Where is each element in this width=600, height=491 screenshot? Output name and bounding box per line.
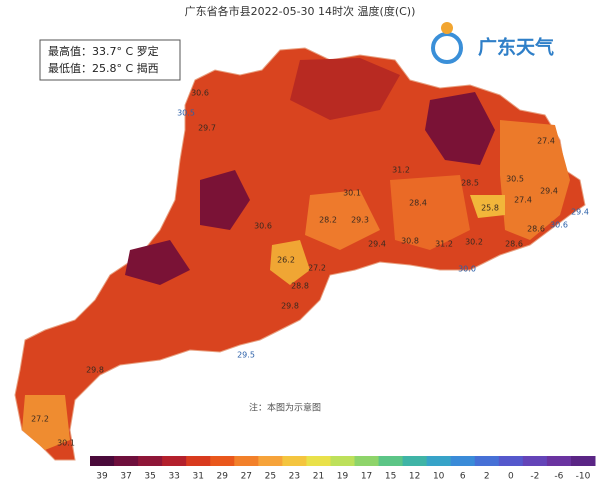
temperature-label: 30.6 [191,89,209,98]
temperature-label: 27.2 [31,415,49,424]
logo-icon [431,32,463,64]
temperature-label: 26.2 [277,256,295,265]
temperature-label: 30.8 [401,237,419,246]
stats-box [39,39,181,81]
temperature-label: 28.4 [409,199,427,208]
max-stat: 最高值：33.7° C 罗定 [48,44,159,58]
legend-label: 23 [289,472,300,482]
temperature-label: 30.0 [458,265,476,274]
temperature-label: 28.6 [505,240,523,249]
color-legend: 39 37 35 33 31 29 27 25 23 21 19 17 15 12 10 6 2 0 -2 -6 -10 [90,456,596,482]
map-labels: 30.630.529.727.430.131.228.5 30.529.425.8… [31,89,589,448]
temperature-label: 29.5 [237,351,255,360]
legend-label: 21 [313,472,324,482]
temperature-label: 27.4 [537,137,555,146]
region [305,190,380,250]
temperature-label: 27.4 [514,196,532,205]
legend-cell [162,456,187,466]
map [14,47,586,461]
legend-label: 33 [168,472,179,482]
temperature-label: 29.4 [368,240,386,249]
legend-cell [354,456,380,466]
legend-cell [258,456,283,466]
temperature-label: 30.2 [465,238,483,247]
legend-label: 27 [241,472,252,482]
legend-cell [450,456,476,466]
legend-cell [90,456,115,466]
legend-cell [546,456,572,466]
temperature-label: 25.8 [481,204,499,213]
title: 广东省各市县2022-05-30 14时次 温度(度(C)) [185,4,416,18]
legend-cell [306,456,331,466]
region [500,120,570,240]
temperature-label: 28.2 [319,216,337,225]
legend-cell [330,456,356,466]
region [470,195,505,218]
temperature-label: 28.5 [461,179,479,188]
legend-cell [570,456,596,466]
temperature-label: 29.8 [281,302,299,311]
temperature-label: 31.2 [392,166,410,175]
legend-label: 12 [409,472,420,482]
temperature-label: 30.1 [343,189,361,198]
temperature-label: 28.6 [527,225,545,234]
legend-label: 10 [433,472,445,482]
logo-sun [441,22,453,34]
legend-cell [498,456,524,466]
legend-label: 29 [217,472,229,482]
region [290,58,400,120]
legend-label: -10 [576,472,591,482]
legend-label: 39 [96,472,108,482]
region [200,170,250,230]
temperature-label: 29.3 [351,216,369,225]
legend-cell [402,456,428,466]
temperature-label: 29.4 [571,208,589,217]
legend-label: 17 [361,472,372,482]
region [425,92,495,165]
legend-cell [210,456,235,466]
legend-cell [282,456,307,466]
legend-label: 6 [460,472,466,482]
region [390,175,470,250]
legend-label: 37 [120,472,131,482]
legend-label: 35 [144,472,155,482]
legend-label: 2 [484,472,490,482]
legend-label: 0 [508,472,514,482]
legend-cell [186,456,211,466]
legend-cell [474,456,500,466]
logo: 广东天气 [431,22,554,64]
temperature-label: 27.2 [308,264,326,273]
region [125,240,190,285]
temperature-label: 30.5 [506,175,524,184]
region [270,240,310,285]
temperature-label: 29.7 [198,124,216,133]
note: 注：本图为示意图 [249,402,321,414]
temperature-label: 31.2 [435,240,453,249]
temperature-label: 30.6 [550,221,568,230]
legend-cell [378,456,404,466]
temperature-label: 30.6 [254,222,272,231]
legend-cell [426,456,452,466]
temperature-label: 29.8 [86,366,104,375]
legend-label: -6 [554,472,563,482]
logo-text: 广东天气 [478,36,554,59]
region [22,395,70,450]
legend-cell [522,456,548,466]
legend-cell [138,456,163,466]
legend-label: 31 [192,472,203,482]
temperature-label: 29.4 [540,187,558,196]
legend-cell [114,456,139,466]
legend-label: 15 [385,472,396,482]
legend-label: 25 [265,472,276,482]
temperature-label: 30.1 [57,439,75,448]
legend-label: -2 [530,472,539,482]
legend-label: 19 [337,472,349,482]
legend-cell [234,456,259,466]
temperature-label: 30.5 [177,109,195,118]
temperature-label: 28.8 [291,282,309,291]
min-stat: 最低值：25.8° C 揭西 [48,61,159,75]
